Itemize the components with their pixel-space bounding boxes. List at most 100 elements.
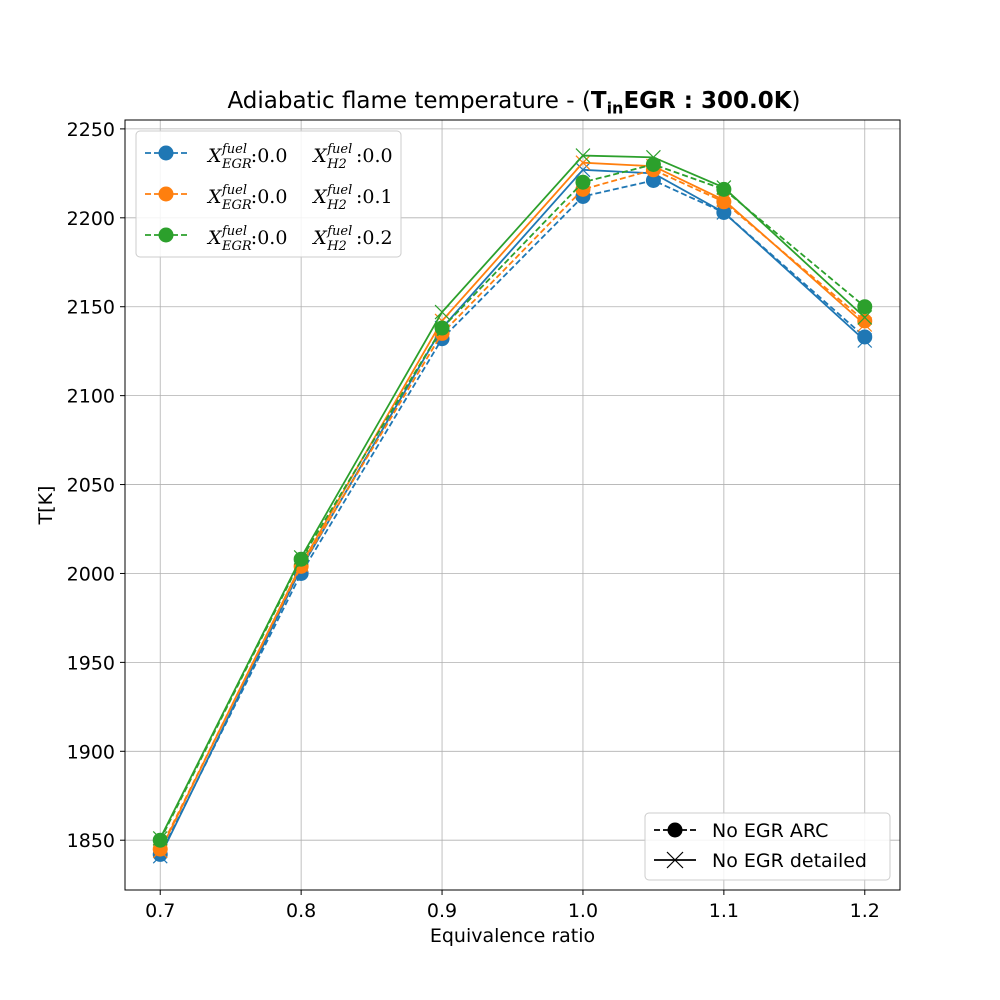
x-marker-stroke [575, 162, 591, 178]
x-tick-label: 1.2 [850, 900, 880, 922]
legend-label-part: X [206, 227, 223, 249]
title-bold-sub: in [606, 98, 624, 118]
y-tick-label: 1850 [67, 830, 115, 852]
legend-label-part: fuel [326, 142, 352, 157]
y-tick-label: 2250 [67, 119, 115, 141]
x-tick-label: 0.9 [427, 900, 457, 922]
legend-label-part: :0.0 [251, 145, 294, 167]
arc-line [159, 168, 866, 850]
legend-label-part: fuel [326, 224, 352, 239]
arc-point [645, 172, 661, 188]
chart-title: Adiabatic flame temperature - (TinEGR : … [0, 88, 1000, 118]
legend-entry-label: Xfuel EGR:0.0 Xfuel H2:0.1 [206, 183, 393, 213]
legend-detailed-label: No EGR detailed [712, 850, 867, 872]
legend-entry-0: Xfuel EGR:0.0 Xfuel H2:0.0 [145, 142, 393, 172]
x-marker-stroke [575, 148, 591, 163]
legend-label-part: fuel [326, 183, 352, 198]
arc-point [293, 551, 309, 567]
legend-line-style: No EGR ARC No EGR detailed [644, 812, 891, 881]
legend-arc-entry: No EGR ARC [654, 820, 828, 842]
x-marker-stroke [575, 155, 591, 171]
series-1 [152, 155, 873, 859]
title-bold: TinEGR : 300.0K [590, 88, 792, 118]
arc-point [716, 181, 732, 197]
legend-entry-label: Xfuel EGR:0.0 Xfuel H2:0.2 [206, 224, 393, 254]
arc-point [857, 313, 873, 329]
legend-marker [158, 186, 174, 202]
legend-label-part: H2 [326, 157, 347, 172]
detailed-line [159, 161, 866, 852]
title-bold-t: T [590, 88, 607, 114]
x-tick-label: 1.0 [568, 900, 598, 922]
arc-point [716, 194, 732, 210]
legend-label-part: X [206, 186, 223, 208]
legend-label-part: fuel [221, 224, 247, 239]
y-tick-label: 1900 [67, 741, 115, 763]
legend-label-part: :0.0 [251, 227, 294, 249]
legend-detailed-entry: No EGR detailed [654, 850, 867, 872]
title-prefix: Adiabatic flame temperature - ( [227, 88, 591, 114]
legend-label-part: EGR [221, 239, 252, 254]
legend-marker [158, 145, 174, 161]
x-tick-label: 0.8 [286, 900, 316, 922]
y-axis-label: T[K] [35, 486, 57, 526]
arc-point [857, 329, 873, 345]
title-bold-rest: EGR : 300.0K [623, 88, 792, 114]
legend-label-part: X [206, 145, 223, 167]
legend-label-part: :0.1 [356, 186, 393, 208]
y-tick-label: 2200 [67, 208, 115, 230]
legend-label-part: X [311, 186, 328, 208]
y-tick-label: 2150 [67, 297, 115, 319]
axis-ticks: 0.7 0.8 0.9 1.0 1.1 1.2 1850 1900 1950 2000 2050 21… [67, 119, 880, 922]
arc-point [857, 299, 873, 315]
legend-label-part: X [311, 227, 328, 249]
legend-label-part: :0.2 [356, 227, 393, 249]
detailed-point [434, 304, 450, 320]
y-tick-label: 2000 [67, 563, 115, 585]
legend-marker [158, 227, 174, 243]
legend-entry-label: Xfuel EGR:0.0 Xfuel H2:0.0 [206, 142, 393, 172]
detailed-point [575, 162, 591, 178]
legend-label-part: H2 [326, 198, 347, 213]
legend-label-part: :0.0 [356, 145, 393, 167]
legend-entry-1: Xfuel EGR:0.0 Xfuel H2:0.1 [145, 183, 393, 213]
y-tick-label: 2050 [67, 475, 115, 497]
detailed-line [159, 168, 866, 857]
x-marker-stroke [666, 851, 684, 869]
legend-entry-2: Xfuel EGR:0.0 Xfuel H2:0.2 [145, 224, 393, 254]
legend-label-part: :0.0 [251, 186, 294, 208]
x-tick-label: 1.1 [709, 900, 739, 922]
legend-label-part: EGR [221, 157, 252, 172]
title-suffix: ) [791, 88, 801, 114]
x-axis-label: Equivalence ratio [430, 925, 595, 947]
arc-line [159, 179, 866, 855]
legend-label-part: EGR [221, 198, 252, 213]
x-tick-label: 0.7 [145, 900, 175, 922]
detailed-point [575, 155, 591, 171]
legend-label-part: X [311, 145, 328, 167]
plot-frame [124, 119, 901, 891]
arc-point [152, 832, 168, 848]
arc-line [159, 163, 866, 841]
legend-arc-label: No EGR ARC [712, 820, 828, 842]
detailed-point [575, 148, 591, 163]
x-marker-stroke [857, 309, 873, 325]
series-layer [152, 148, 873, 864]
series-0 [152, 162, 873, 864]
legend-label-part: fuel [221, 142, 247, 157]
legend-label-part: fuel [221, 183, 247, 198]
arc-point [716, 204, 732, 220]
arc-point [434, 320, 450, 336]
y-tick-label: 2100 [67, 386, 115, 408]
series-2 [152, 148, 873, 848]
legend-series-box [135, 130, 402, 258]
x-marker-stroke [434, 304, 450, 320]
arc-point [645, 156, 661, 172]
legend-style-box [644, 812, 891, 881]
legend-arc-marker [667, 822, 683, 838]
y-tick-label: 1950 [67, 652, 115, 674]
legend-label-part: H2 [326, 239, 347, 254]
detailed-line [159, 154, 866, 839]
